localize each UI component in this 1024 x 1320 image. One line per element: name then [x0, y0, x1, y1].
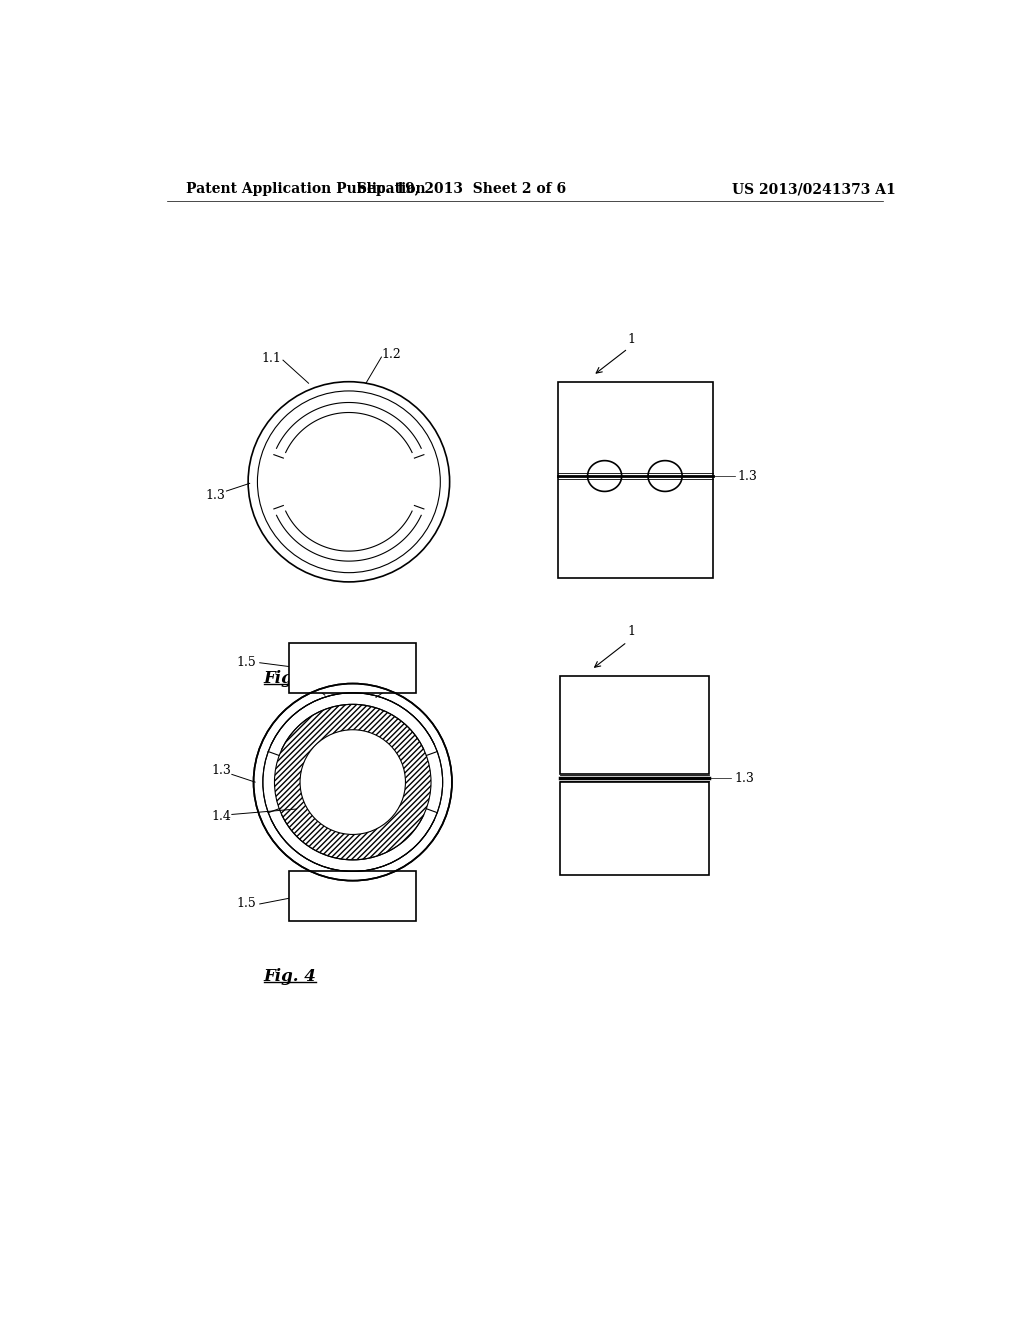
Text: Fig. 3: Fig. 3 — [263, 669, 316, 686]
Text: 1.2: 1.2 — [382, 348, 401, 362]
Text: 1.2: 1.2 — [391, 677, 411, 690]
Text: 1.5: 1.5 — [237, 898, 257, 911]
Text: 1.5: 1.5 — [237, 656, 257, 669]
Text: Sep. 19, 2013  Sheet 2 of 6: Sep. 19, 2013 Sheet 2 of 6 — [356, 182, 566, 197]
Text: 1.3: 1.3 — [734, 772, 754, 785]
Text: Fig. 4: Fig. 4 — [263, 968, 316, 985]
Text: 1.1: 1.1 — [287, 672, 307, 685]
Text: 1.3: 1.3 — [211, 764, 231, 777]
Text: US 2013/0241373 A1: US 2013/0241373 A1 — [732, 182, 896, 197]
Text: 1.4: 1.4 — [211, 810, 231, 824]
Bar — [289, 643, 417, 693]
Text: 1.3: 1.3 — [738, 470, 758, 483]
Bar — [560, 781, 710, 875]
Bar — [558, 381, 713, 578]
Text: 1.3: 1.3 — [206, 490, 225, 502]
Text: 1.1: 1.1 — [261, 352, 282, 366]
Text: Patent Application Publication: Patent Application Publication — [186, 182, 426, 197]
Text: 1: 1 — [628, 333, 636, 346]
Bar — [289, 871, 417, 921]
Circle shape — [274, 705, 431, 859]
Circle shape — [300, 730, 406, 834]
Text: 1: 1 — [627, 624, 635, 638]
Bar — [560, 676, 710, 775]
